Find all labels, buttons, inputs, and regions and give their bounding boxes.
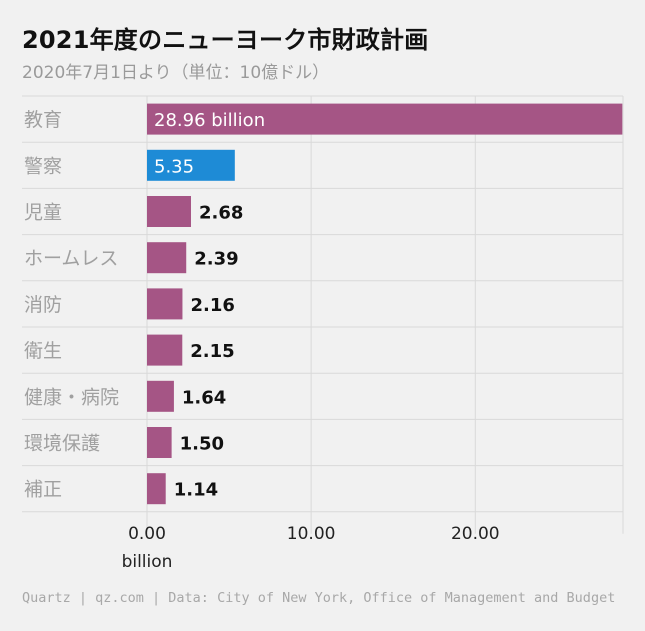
- category-label: 健康・病院: [24, 386, 119, 408]
- bar: [147, 288, 183, 320]
- x-tick-label: 20.00: [451, 524, 500, 544]
- category-label: 警察: [24, 155, 62, 177]
- value-label: 2.15: [190, 341, 234, 362]
- grid-layer: [22, 95, 624, 534]
- value-label: 1.14: [174, 480, 218, 501]
- value-label: 5.35: [154, 156, 194, 177]
- category-label: 補正: [24, 479, 62, 501]
- bar: [147, 427, 172, 458]
- value-label: 2.68: [199, 203, 243, 224]
- category-label: 衛生: [24, 340, 62, 362]
- category-label: 教育: [24, 109, 62, 131]
- value-label: 2.39: [194, 249, 238, 270]
- category-label: 環境保護: [24, 433, 100, 455]
- category-label: 児童: [24, 202, 62, 224]
- category-label: ホームレス: [24, 248, 118, 270]
- bar: [147, 473, 166, 505]
- source-footer: Quartz | qz.com | Data: City of New York…: [22, 590, 616, 606]
- value-label: 28.96 billion: [154, 110, 265, 131]
- bar: [147, 334, 183, 366]
- labels-layer: 0.00 10.00 20.00 billion 教育 28.96 billion 警察 5.…: [24, 109, 500, 572]
- chart-title: 2021年度のニューヨーク市財政計画: [22, 26, 429, 54]
- value-label: 1.64: [182, 387, 226, 408]
- chart-subtitle: 2020年7月1日より（単位：10億ドル）: [22, 63, 330, 83]
- x-tick-label: 10.00: [287, 524, 336, 544]
- bars-layer: [147, 103, 623, 505]
- bar: [147, 196, 191, 227]
- bar: [147, 103, 623, 135]
- bar: [147, 242, 187, 274]
- category-label: 消防: [24, 294, 62, 316]
- x-tick-label: 0.00: [128, 524, 166, 544]
- value-label: 1.50: [180, 434, 224, 455]
- x-unit-label: billion: [122, 552, 173, 572]
- value-label: 2.16: [190, 295, 234, 316]
- bar: [147, 380, 174, 412]
- bar: [147, 149, 235, 181]
